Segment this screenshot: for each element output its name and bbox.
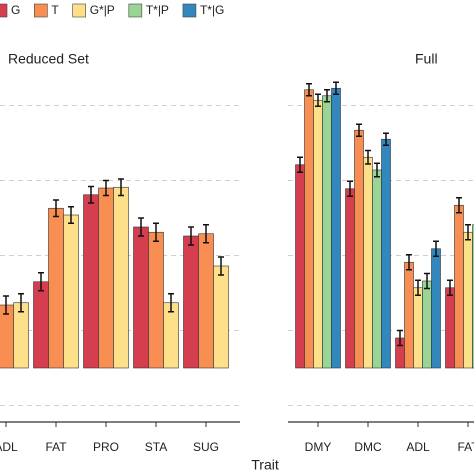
bar xyxy=(63,214,79,369)
bar xyxy=(413,287,423,369)
bar xyxy=(404,261,414,369)
x-tick-label: SUG xyxy=(193,440,219,454)
x-tick-label: PRO xyxy=(93,440,119,454)
legend-swatch xyxy=(72,3,86,18)
bar xyxy=(313,99,323,369)
bar xyxy=(304,89,314,369)
bar xyxy=(454,204,464,369)
bar xyxy=(372,169,382,369)
bar xyxy=(463,231,473,369)
bar xyxy=(295,164,305,369)
bar xyxy=(363,156,373,369)
bar xyxy=(83,194,99,369)
legend-label: G*|P xyxy=(90,3,115,17)
bar xyxy=(422,280,432,369)
bar xyxy=(48,207,64,369)
bar xyxy=(98,187,114,369)
legend-swatch xyxy=(182,3,197,18)
legend-swatch xyxy=(34,3,48,18)
legend-label: T xyxy=(51,3,59,17)
x-tick-label: DMC xyxy=(354,440,382,454)
x-axis-label: Trait xyxy=(251,457,279,473)
bar xyxy=(445,287,455,369)
bar xyxy=(113,186,129,369)
bar xyxy=(345,188,355,369)
bar xyxy=(133,226,149,369)
bar xyxy=(354,129,364,369)
x-tick-label: STA xyxy=(145,440,167,454)
legend-swatch xyxy=(128,3,143,18)
bar xyxy=(163,302,179,369)
legend-label: G xyxy=(11,3,20,17)
bar xyxy=(148,231,164,369)
legend-label: T*|P xyxy=(146,3,169,17)
bar xyxy=(33,281,49,369)
bar xyxy=(431,248,441,369)
x-tick-label: ADL xyxy=(406,440,430,454)
legend-label: T*|G xyxy=(200,3,224,17)
bar xyxy=(331,87,341,369)
bar xyxy=(322,95,332,369)
legend-swatch xyxy=(0,3,8,18)
bar xyxy=(472,224,474,369)
bar xyxy=(213,265,229,369)
x-tick-label: ADL xyxy=(0,440,18,454)
x-tick-label: FAT xyxy=(457,440,474,454)
panel-title: Full xyxy=(415,51,438,67)
x-tick-label: DMY xyxy=(305,440,332,454)
x-tick-label: FAT xyxy=(45,440,67,454)
bar xyxy=(198,233,214,369)
bar xyxy=(381,138,391,369)
panel-title: Reduced Set xyxy=(8,51,89,67)
bar xyxy=(13,302,29,369)
bar xyxy=(183,235,199,369)
